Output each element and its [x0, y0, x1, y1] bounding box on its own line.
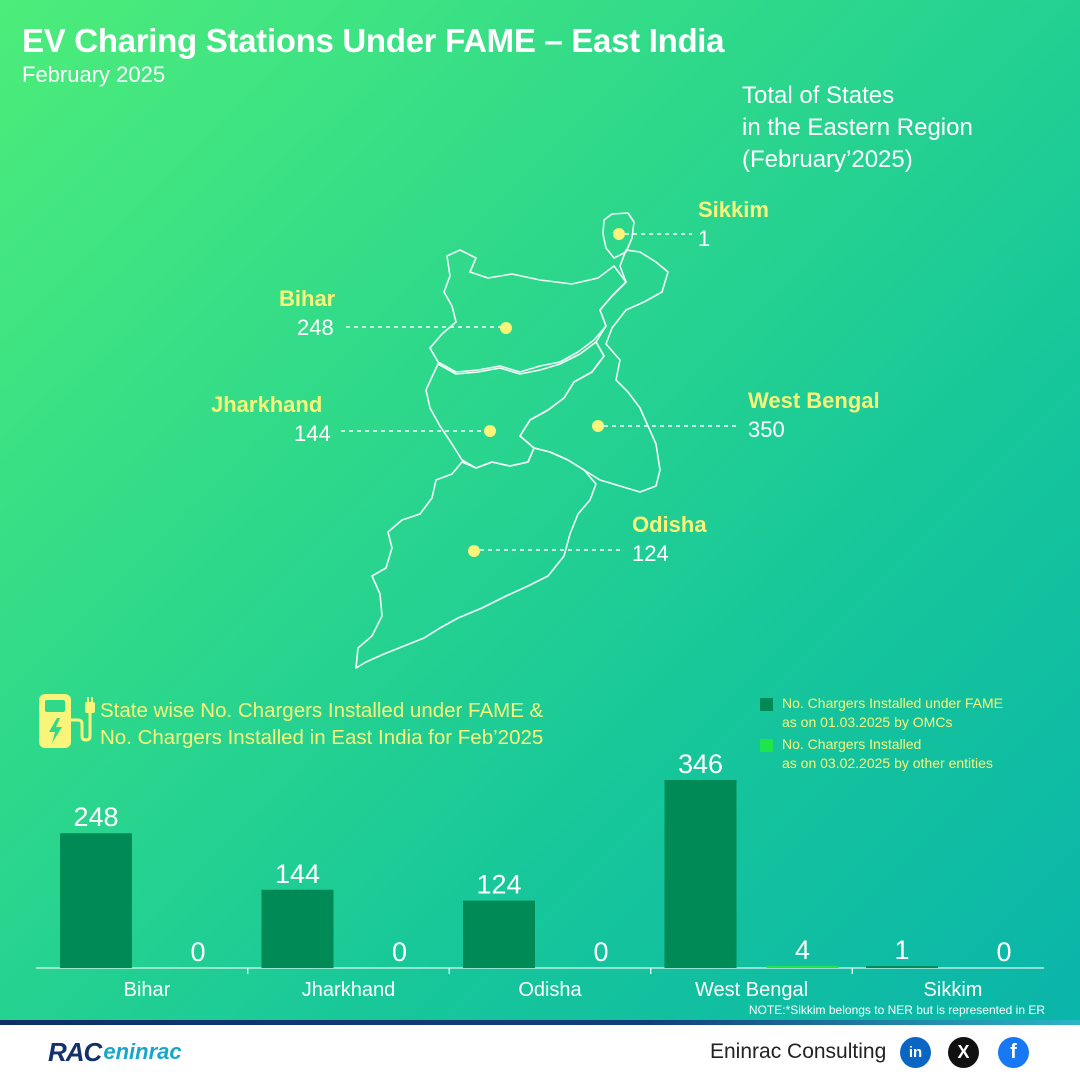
sikkim-outline [602, 212, 635, 259]
page-title: EV Charing Stations Under FAME – East In… [22, 22, 725, 59]
state-value-bihar: 248 [297, 315, 334, 340]
company-logo: RAC eninrac [48, 1036, 182, 1068]
legend-item-other: No. Chargers Installed as on 03.02.2025 … [760, 735, 1003, 773]
data-label: 346 [678, 749, 723, 779]
map-heading-line: in the Eastern Region [742, 114, 973, 141]
data-label: 0 [392, 937, 407, 967]
legend-label-line: No. Chargers Installed [782, 736, 922, 752]
legend-item-fame: No. Chargers Installed under FAME as on … [760, 694, 1003, 732]
facebook-icon[interactable]: f [998, 1037, 1029, 1068]
state-label-bihar: Bihar [279, 286, 336, 311]
bihar-outline [429, 249, 627, 373]
data-label: 124 [476, 870, 521, 900]
state-label-west-bengal: West Bengal [748, 388, 880, 413]
data-label: 0 [996, 937, 1011, 967]
footer-divider [0, 1020, 1080, 1025]
bar-bihar-series-1 [60, 833, 132, 968]
x-tick-label: Odisha [518, 979, 582, 1001]
footnote: NOTE:*Sikkim belongs to NER but is repre… [748, 1003, 1045, 1017]
x-tick-label: West Bengal [695, 979, 808, 1001]
legend-label-line: No. Chargers Installed under FAME [782, 695, 1003, 711]
data-label: 0 [593, 937, 608, 967]
logo-rac: RAC [48, 1036, 102, 1067]
odisha-outline [355, 447, 597, 669]
state-value-sikkim: 1 [698, 226, 711, 251]
west-bengal-dot [592, 420, 604, 432]
bar-west-bengal-series-2 [766, 965, 839, 968]
x-icon[interactable]: X [948, 1037, 979, 1068]
data-label: 248 [73, 802, 118, 832]
state-value-odisha: 124 [632, 541, 669, 566]
x-tick-label: Sikkim [924, 979, 983, 1001]
legend-label-line: as on 01.03.2025 by OMCs [782, 714, 953, 730]
page-subtitle: February 2025 [22, 62, 166, 87]
chart-section-title-line: No. Chargers Installed in East India for… [100, 726, 544, 749]
bar-west-bengal-series-1 [664, 780, 737, 968]
ev-charger-icon [39, 694, 95, 748]
state-label-jharkhand: Jharkhand [211, 392, 323, 417]
data-label: 1 [894, 935, 909, 965]
bar-jharkhand-series-1 [261, 889, 334, 968]
east-india-map [355, 212, 669, 669]
sikkim-dot [613, 228, 625, 240]
state-value-jharkhand: 144 [294, 421, 331, 446]
odisha-dot [468, 545, 480, 557]
legend-swatch-fame [760, 698, 773, 711]
west-bengal-outline [519, 249, 669, 493]
state-label-odisha: Odisha [632, 512, 707, 537]
bar-odisha-series-1 [463, 900, 535, 968]
x-tick-label: Jharkhand [302, 979, 395, 1001]
linkedin-icon[interactable]: in [900, 1037, 931, 1068]
map-heading-line: Total of States [742, 82, 895, 109]
company-name: Eninrac Consulting [710, 1040, 887, 1063]
data-label: 0 [190, 937, 205, 967]
map-heading: Total of States in the Eastern Region (F… [742, 80, 973, 176]
state-value-west-bengal: 350 [748, 417, 785, 442]
legend-label-line: as on 03.02.2025 by other entities [782, 755, 993, 771]
data-label: 4 [795, 935, 810, 965]
chart-legend: No. Chargers Installed under FAME as on … [760, 694, 1003, 776]
chart-section-title-line: State wise No. Chargers Installed under … [100, 699, 544, 722]
chart-section-title: State wise No. Chargers Installed under … [100, 697, 543, 751]
bihar-dot [500, 322, 512, 334]
x-tick-label: Bihar [124, 979, 171, 1001]
legend-swatch-other [760, 739, 773, 752]
map-heading-line: (February’2025) [742, 146, 913, 173]
jharkhand-dot [484, 425, 496, 437]
logo-text: eninrac [103, 1039, 182, 1064]
state-label-sikkim: Sikkim [698, 197, 769, 222]
bar-sikkim-series-1 [866, 966, 938, 968]
data-label: 144 [275, 859, 320, 889]
bar-chart: 248 0 Bihar 144 0 Jharkhand 124 0 Odisha 346 4 West… [60, 749, 1011, 1001]
